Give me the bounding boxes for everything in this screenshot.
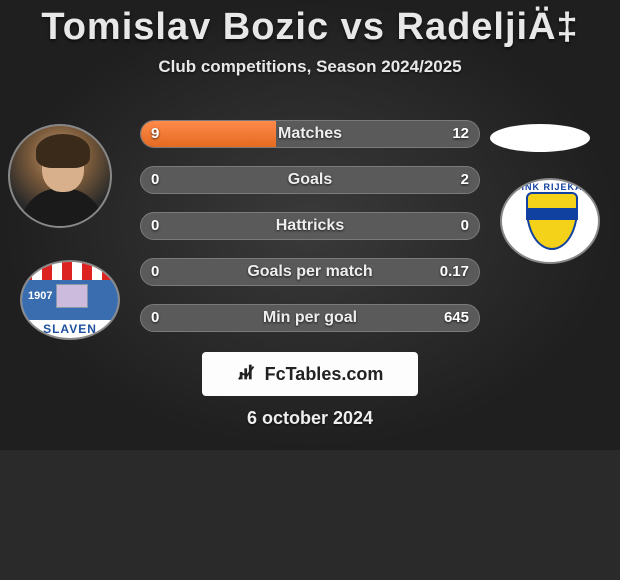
stat-label: Hattricks bbox=[141, 213, 479, 239]
stat-row: 0Goals2 bbox=[140, 166, 480, 194]
stat-value-right: 645 bbox=[444, 305, 469, 331]
club-left-name: SLAVEN bbox=[22, 322, 118, 336]
stats-area: 9Matches120Goals20Hattricks00Goals per m… bbox=[140, 120, 480, 350]
player-left-avatar bbox=[8, 124, 112, 228]
club-left-badge: 1907 SLAVEN bbox=[20, 260, 120, 340]
stat-value-right: 12 bbox=[452, 121, 469, 147]
stat-label: Min per goal bbox=[141, 305, 479, 331]
stat-label: Goals per match bbox=[141, 259, 479, 285]
stat-label: Matches bbox=[141, 121, 479, 147]
club-right-badge: HNK RIJEKA bbox=[500, 178, 600, 264]
stat-value-right: 0.17 bbox=[440, 259, 469, 285]
player-right-avatar bbox=[490, 124, 590, 152]
club-left-year: 1907 bbox=[28, 290, 52, 302]
subtitle: Club competitions, Season 2024/2025 bbox=[0, 57, 620, 77]
branding-text: FcTables.com bbox=[265, 364, 384, 385]
comparison-card: Tomislav Bozic vs RadeljiÄ‡ Club competi… bbox=[0, 0, 620, 450]
stat-value-right: 0 bbox=[461, 213, 469, 239]
stat-row: 0Goals per match0.17 bbox=[140, 258, 480, 286]
date-text: 6 october 2024 bbox=[0, 408, 620, 429]
page-title: Tomislav Bozic vs RadeljiÄ‡ bbox=[0, 0, 620, 49]
stat-value-right: 2 bbox=[461, 167, 469, 193]
stat-row: 0Min per goal645 bbox=[140, 304, 480, 332]
branding-badge[interactable]: FcTables.com bbox=[202, 352, 418, 396]
stat-label: Goals bbox=[141, 167, 479, 193]
chart-icon bbox=[237, 361, 259, 388]
club-right-name: HNK RIJEKA bbox=[502, 182, 598, 192]
stat-row: 0Hattricks0 bbox=[140, 212, 480, 240]
stat-row: 9Matches12 bbox=[140, 120, 480, 148]
